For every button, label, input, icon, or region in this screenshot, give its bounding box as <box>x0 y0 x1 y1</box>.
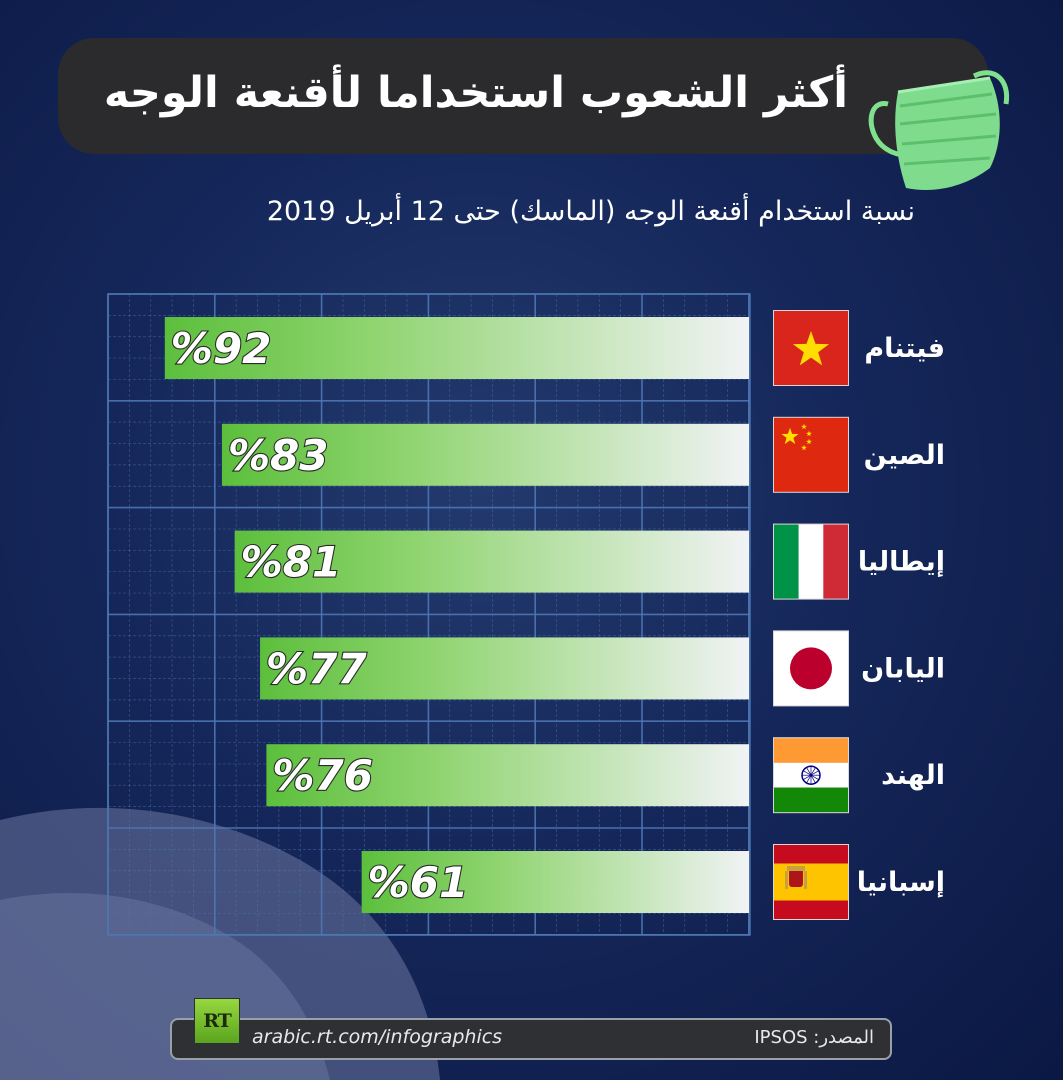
country-label-3: إيطاليا <box>858 547 945 578</box>
country-label-4: اليابان <box>861 653 945 684</box>
page-title: أكثر الشعوب استخداما لأقنعة الوجه <box>103 68 848 118</box>
value-label-3: %81 <box>241 538 342 587</box>
india-flag-icon <box>773 737 849 814</box>
value-label-4: %77 <box>266 644 367 693</box>
japan-flag-icon <box>773 630 849 707</box>
chart-subtitle: نسبة استخدام أقنعة الوجه (الماسك) حتى 12… <box>266 196 915 227</box>
bars-group <box>164 317 750 913</box>
country-label-1: فيتنام <box>864 333 945 364</box>
value-label-2: %83 <box>228 431 329 480</box>
footer-source: المصدر: IPSOS <box>754 1027 874 1048</box>
flags-group <box>773 310 849 920</box>
bar-5 <box>266 744 749 807</box>
bar-2 <box>221 423 749 486</box>
vietnam-flag-icon <box>773 310 849 386</box>
value-label-5: %76 <box>272 751 373 800</box>
title-banner: أكثر الشعوب استخداما لأقنعة الوجه <box>58 38 988 154</box>
source-value: IPSOS <box>754 1027 808 1048</box>
rt-logo[interactable]: RT <box>194 998 240 1044</box>
footer-url-link[interactable]: arabic.rt.com/infographics <box>252 1026 503 1048</box>
value-label-6: %61 <box>368 858 469 907</box>
country-label-2: الصين <box>864 440 945 471</box>
bar-1 <box>164 317 750 379</box>
bar-4 <box>260 637 749 700</box>
chart-grid <box>107 293 751 936</box>
value-label-1: %92 <box>171 324 272 373</box>
spain-flag-icon <box>773 844 849 920</box>
footer-bar: RT arabic.rt.com/infographics المصدر: IP… <box>170 998 892 1060</box>
face-mask-icon <box>868 70 1010 190</box>
bar-6 <box>361 851 749 913</box>
country-label-6: إسبانيا <box>857 867 945 898</box>
country-label-5: الهند <box>881 760 945 791</box>
bar-3 <box>234 530 749 593</box>
source-label: المصدر: <box>813 1027 874 1048</box>
italy-flag-icon <box>773 523 849 600</box>
labels-group: %92 فيتنام %83 الصين %81 إيطاليا %77 اليابان %76… <box>170 323 945 908</box>
china-flag-icon <box>773 416 849 493</box>
